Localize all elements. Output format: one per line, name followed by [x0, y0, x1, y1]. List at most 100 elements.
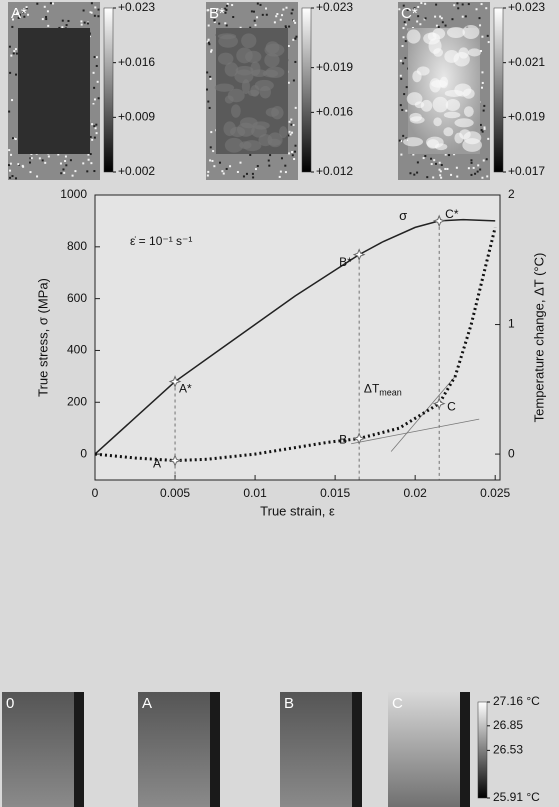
speckle [259, 3, 262, 6]
speckle [224, 7, 227, 10]
speckle [207, 41, 210, 44]
speckle [411, 26, 414, 29]
strain-patch [459, 129, 471, 140]
speckle [479, 24, 482, 27]
speckle [480, 86, 483, 89]
speckle [291, 131, 294, 134]
speckle [45, 18, 48, 21]
speckle [483, 127, 486, 130]
speckle [435, 3, 438, 6]
strain-patch [224, 137, 244, 153]
thermal-map [280, 692, 362, 807]
speckle [287, 44, 290, 47]
strain-patch [463, 106, 474, 117]
tangent-line [351, 418, 480, 445]
speckle [206, 71, 209, 74]
thermal-map-edge [74, 692, 84, 807]
colorbar-label: +0.002 [118, 164, 155, 178]
speckle [45, 15, 48, 18]
colorbar [477, 701, 488, 799]
speckle [285, 6, 288, 9]
point-label: A [153, 457, 161, 471]
speckle [294, 150, 297, 153]
speckle [482, 109, 485, 112]
speckle [59, 162, 62, 165]
speckle [47, 24, 50, 27]
x-tick-label: 0.01 [243, 486, 267, 500]
speckle [94, 127, 97, 130]
speckle [209, 77, 212, 80]
panel-label: A* [11, 5, 27, 22]
speckle [450, 173, 453, 176]
speckle [404, 40, 407, 43]
speckle [11, 175, 14, 178]
speckle [89, 11, 92, 14]
colorbar-label: +0.016 [118, 55, 155, 69]
speckle [207, 100, 210, 103]
speckle [275, 15, 278, 18]
strain-patch [241, 79, 251, 95]
speckle [401, 45, 404, 48]
speckle [292, 38, 295, 41]
y2-axis-title: Temperature change, ΔT (°C) [531, 253, 546, 423]
y-tick-label: 600 [67, 291, 87, 305]
speckle [290, 123, 293, 126]
speckle [481, 130, 484, 133]
speckle [292, 19, 295, 22]
speckle [212, 150, 215, 153]
speckle [207, 9, 210, 12]
speckle [36, 175, 39, 178]
strain-patch [271, 105, 284, 120]
colorbar-label: +0.019 [508, 110, 545, 124]
speckle [482, 159, 485, 162]
speckle [41, 159, 44, 162]
strain-patch [264, 43, 285, 57]
speckle [295, 35, 298, 38]
speckle [95, 64, 98, 67]
speckle [80, 23, 83, 26]
plot-area [94, 194, 501, 481]
speckle [17, 16, 20, 19]
speckle [430, 157, 433, 160]
speckle [207, 38, 210, 41]
strain-patch [217, 33, 237, 40]
colorbar-label: 26.85 [493, 718, 523, 732]
speckle [409, 172, 412, 175]
speckle [288, 120, 291, 123]
speckle [288, 152, 291, 155]
thermal-map [2, 692, 84, 807]
speckle [401, 108, 404, 111]
speckle [256, 2, 259, 5]
strain-patch [443, 111, 461, 119]
speckle [289, 133, 292, 136]
speckle [439, 170, 442, 173]
speckle [472, 166, 475, 169]
speckle [284, 171, 287, 174]
x-tick-label: 0 [92, 486, 99, 500]
speckle [49, 2, 52, 5]
speckle [420, 2, 423, 5]
point-label: A* [179, 382, 192, 396]
colorbar-label: 27.16 °C [493, 694, 540, 708]
speckle [36, 2, 39, 5]
y-tick-label: 0 [80, 446, 87, 460]
speckle [30, 157, 33, 160]
speckle [261, 13, 264, 16]
speckle [294, 144, 297, 147]
speckle [82, 9, 85, 12]
speckle [483, 104, 486, 107]
speckle [269, 154, 272, 157]
y2-tick-label: 2 [508, 187, 515, 201]
speckle [416, 20, 419, 23]
speckle [400, 140, 403, 143]
speckle [441, 21, 444, 24]
speckle [294, 60, 297, 63]
speckle [13, 50, 16, 53]
speckle [86, 22, 89, 25]
speckle [280, 157, 283, 160]
point-label: B* [339, 255, 352, 269]
speckle [444, 24, 447, 27]
speckle [62, 168, 65, 171]
speckle [231, 4, 234, 7]
speckle [9, 169, 12, 172]
